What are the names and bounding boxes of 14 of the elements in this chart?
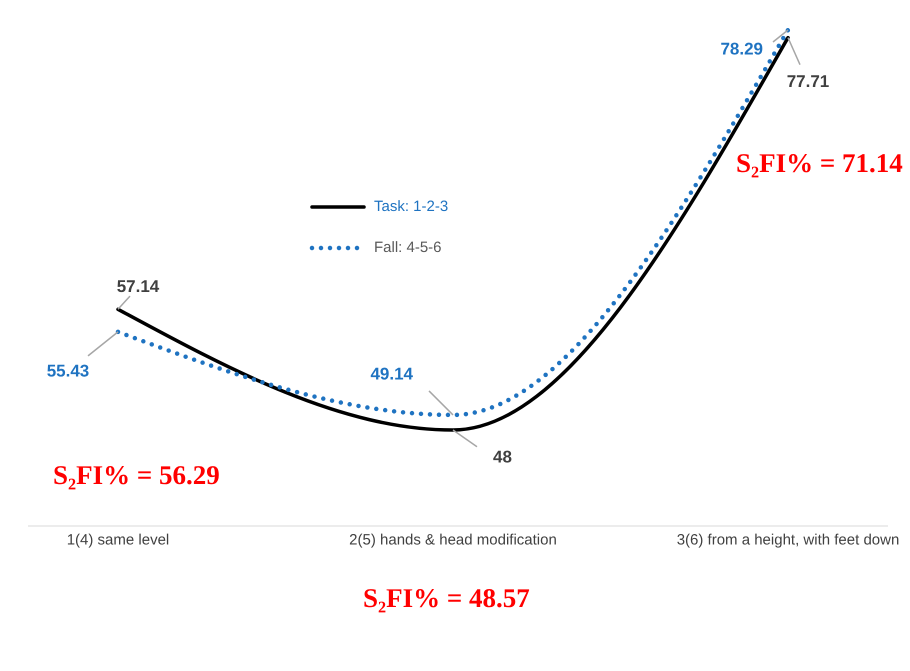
- data-label: 49.14: [370, 364, 414, 384]
- x-tick-label: 1(4) same level: [66, 532, 170, 549]
- data-label: 48: [493, 447, 512, 466]
- legend-label: Task: 1-2-3: [374, 198, 448, 215]
- x-tick-label: 2(5) hands & head modification: [349, 532, 557, 549]
- x-tick-label: 3(6) from a height, with feet down: [676, 532, 900, 549]
- text: S₂FI% = 48.57: [363, 583, 530, 614]
- legend-label: Fall: 4-5-6: [374, 239, 442, 256]
- text: S₂FI% = 56.29: [53, 460, 220, 491]
- data-label: 78.29: [720, 39, 763, 58]
- annotation: S₂FI% = 71.14: [736, 148, 903, 179]
- data-label: 55.43: [46, 361, 90, 380]
- data-label: 57.14: [116, 276, 160, 296]
- data-label: 77.71: [786, 72, 830, 92]
